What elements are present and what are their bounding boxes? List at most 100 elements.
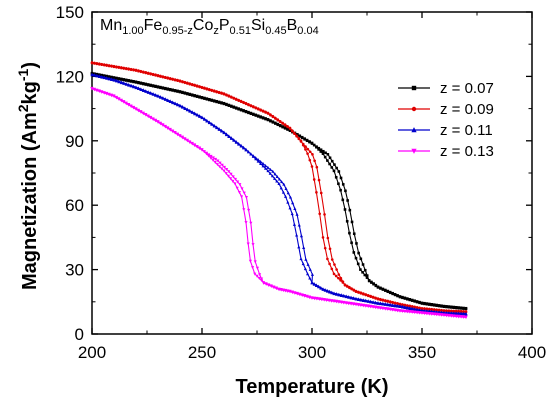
data-point (298, 293, 302, 297)
data-point (142, 82, 145, 86)
data-point (208, 88, 211, 92)
data-point (242, 208, 246, 212)
data-point (365, 274, 369, 277)
data-point (254, 156, 258, 160)
data-point (425, 302, 429, 306)
formula-element: Co (193, 17, 214, 34)
data-point (190, 83, 194, 87)
data-point (452, 311, 456, 315)
data-point (146, 90, 150, 94)
data-point (432, 304, 436, 307)
data-point (278, 124, 282, 128)
data-point (308, 158, 312, 162)
data-point (107, 77, 111, 81)
data-point (129, 68, 133, 72)
data-point (122, 81, 126, 85)
data-point (450, 306, 453, 309)
data-point (317, 297, 321, 301)
data-point (129, 80, 133, 83)
data-point (395, 309, 400, 313)
data-point (444, 314, 449, 318)
data-point (280, 180, 284, 184)
data-point (209, 156, 213, 160)
data-point (151, 92, 155, 96)
data-point (291, 201, 295, 205)
data-point (112, 95, 116, 99)
data-point (124, 82, 128, 86)
data-point (454, 315, 458, 319)
data-point (240, 187, 244, 191)
data-point (276, 123, 280, 127)
data-point (381, 288, 385, 291)
data-point (234, 98, 238, 101)
data-point (328, 162, 331, 166)
plot-border (91, 11, 533, 335)
data-point (439, 313, 444, 317)
data-point (323, 213, 326, 216)
data-point (253, 272, 257, 276)
data-point (92, 73, 97, 77)
data-point (410, 307, 414, 311)
data-point (203, 87, 206, 90)
data-point (269, 113, 272, 117)
data-point (303, 137, 306, 141)
data-point (166, 88, 170, 91)
data-point (171, 78, 174, 81)
data-point (445, 305, 448, 309)
data-point (139, 87, 143, 91)
formula-subscript: 0.04 (297, 25, 318, 37)
data-point (117, 66, 121, 69)
data-point (168, 128, 172, 132)
data-point (411, 85, 417, 91)
data-point (222, 169, 226, 173)
data-point (218, 161, 222, 165)
data-point (132, 80, 135, 84)
data-point (137, 69, 140, 73)
data-point (386, 303, 390, 307)
data-point (405, 310, 409, 314)
data-point (271, 115, 275, 119)
data-point (249, 152, 253, 156)
data-point (420, 311, 424, 315)
formula-element: Fe (144, 17, 163, 34)
data-point (188, 82, 192, 86)
data-point (290, 291, 295, 295)
data-point (217, 91, 221, 95)
data-point (176, 79, 179, 83)
data-point (334, 300, 339, 304)
data-point (413, 311, 417, 315)
data-point (183, 81, 187, 85)
data-point (279, 186, 283, 190)
data-point (249, 221, 253, 225)
data-point (343, 208, 347, 211)
data-point (326, 159, 329, 162)
data-point (356, 303, 361, 307)
data-point (117, 97, 121, 101)
data-point (257, 276, 261, 280)
data-point (156, 120, 160, 124)
data-point (408, 298, 412, 302)
data-point (200, 116, 204, 120)
data-point (254, 114, 258, 117)
data-point (298, 135, 302, 138)
data-point (144, 71, 148, 75)
data-point (195, 145, 199, 149)
data-point (339, 176, 343, 180)
data-point (264, 282, 268, 286)
data-point (288, 290, 292, 294)
data-point (183, 92, 187, 95)
data-point (127, 68, 130, 71)
data-point (396, 294, 399, 298)
data-point (378, 306, 383, 310)
data-point (266, 165, 270, 169)
data-point (310, 272, 314, 276)
data-point (166, 77, 170, 80)
data-point (381, 299, 385, 302)
data-point (259, 115, 262, 119)
data-point (326, 236, 330, 240)
data-point (247, 103, 250, 107)
data-point (224, 172, 228, 176)
data-point (158, 122, 163, 126)
data-point (297, 223, 301, 227)
data-point (290, 212, 294, 216)
